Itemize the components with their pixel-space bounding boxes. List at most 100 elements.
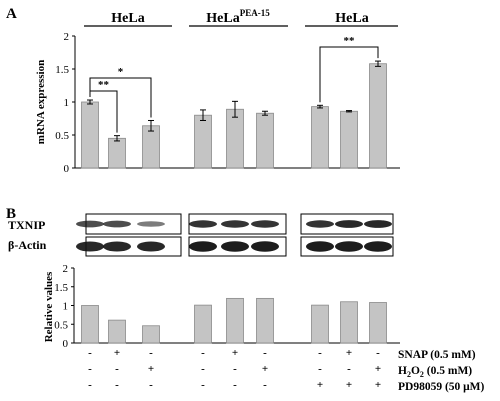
- condition-sign: -: [201, 379, 205, 391]
- panel-a-bar: [81, 101, 99, 169]
- blot-band: [221, 241, 249, 252]
- condition-label-h2o2: H2O2 (0.5 mM): [398, 365, 472, 379]
- panel-b-bar: [340, 301, 358, 344]
- blot-band: [364, 220, 392, 228]
- panel-b-bar: [226, 297, 244, 344]
- significance-label: **: [344, 35, 356, 47]
- panel-a-letter: A: [6, 6, 17, 22]
- panel-b-ytick-label: 1: [63, 301, 69, 313]
- western-blots: [76, 213, 394, 257]
- panel-a-bar: [226, 108, 244, 169]
- panel-b-bar: [108, 319, 126, 344]
- blot-band: [189, 241, 217, 252]
- condition-label-pd98059: PD98059 (50 μM): [398, 381, 485, 393]
- blot-band: [221, 220, 249, 228]
- condition-sign: -: [115, 363, 119, 375]
- panel-b-bar: [256, 297, 274, 344]
- panel-b-bar: [369, 302, 387, 344]
- panel-a-ytick-label: 1.5: [55, 64, 69, 76]
- group-title-1: HeLa: [111, 11, 144, 26]
- panel-a-bar: [108, 137, 126, 169]
- blot-band: [137, 221, 165, 227]
- blot-label-txnip: TXNIP: [8, 218, 45, 232]
- panel-a-bar: [340, 110, 358, 169]
- panel-a-bars: [81, 60, 387, 169]
- condition-sign: -: [318, 347, 322, 359]
- blot-band: [364, 241, 392, 252]
- condition-sign: +: [262, 363, 268, 375]
- panel-b-bar: [81, 305, 99, 344]
- h2o2-o: O: [411, 365, 420, 377]
- condition-sign: -: [115, 379, 119, 391]
- condition-sign: -: [201, 363, 205, 375]
- blot-band: [103, 220, 131, 228]
- blot-band: [137, 241, 165, 252]
- condition-sign: +: [317, 379, 323, 391]
- condition-sign: -: [88, 379, 92, 391]
- panel-a-bar: [311, 106, 329, 169]
- condition-sign: -: [263, 347, 267, 359]
- panel-a-ytick-label: 1: [64, 97, 70, 109]
- panel-b-ylabel: Relative values: [43, 271, 55, 342]
- condition-sign: -: [201, 347, 205, 359]
- panel-b-bar: [194, 304, 212, 344]
- significance-bracket: [319, 46, 379, 103]
- condition-sign: +: [148, 363, 154, 375]
- h2o2-sub1: 2: [407, 370, 411, 379]
- condition-sign: -: [88, 363, 92, 375]
- panel-b-letter: B: [6, 206, 16, 222]
- h2o2-suffix: (0.5 mM): [424, 365, 472, 377]
- group-title-2-sup: PEA-15: [240, 8, 270, 18]
- significance-label: **: [98, 79, 110, 91]
- panel-b-bar: [311, 304, 329, 344]
- condition-sign: -: [233, 379, 237, 391]
- panel-a-ytick-label: 2: [64, 31, 70, 43]
- blot-band: [76, 241, 104, 252]
- significance-bracket: [89, 77, 152, 118]
- condition-sign: +: [375, 363, 381, 375]
- panel-a-ytick-label: 0.5: [55, 130, 69, 142]
- blot-band: [251, 241, 279, 252]
- panel-b-ytick-label: 1.5: [54, 282, 68, 294]
- blot-band: [306, 220, 334, 228]
- group-title-2-main: HeLa: [206, 11, 239, 26]
- condition-sign: -: [149, 347, 153, 359]
- group-title-2: HeLaPEA-15: [206, 8, 270, 26]
- condition-sign: -: [263, 379, 267, 391]
- panel-b-ytick-label: 2: [63, 263, 69, 275]
- condition-sign: +: [375, 379, 381, 391]
- treatment-conditions: - + - - + - - + - - - + - - + - - + - - - - - - + + +: [88, 347, 381, 391]
- blot-band: [189, 220, 217, 228]
- panel-a-bar: [194, 114, 212, 169]
- blot-band: [335, 220, 363, 228]
- blot-band: [76, 220, 104, 228]
- group-title-3: HeLa: [335, 11, 368, 26]
- panel-a-bar: [369, 63, 387, 169]
- condition-sign: +: [346, 347, 352, 359]
- condition-sign: -: [149, 379, 153, 391]
- condition-sign: -: [88, 347, 92, 359]
- significance-label: *: [118, 66, 124, 78]
- blot-band: [335, 241, 363, 252]
- h2o2-h: H: [398, 365, 407, 377]
- condition-sign: +: [114, 347, 120, 359]
- condition-sign: -: [347, 363, 351, 375]
- condition-sign: +: [232, 347, 238, 359]
- panel-b-bars: [81, 297, 387, 344]
- condition-sign: +: [346, 379, 352, 391]
- panel-b-ytick-label: 0: [63, 338, 69, 350]
- h2o2-sub2: 2: [420, 370, 424, 379]
- panel-a-ylabel: mRNA expression: [35, 60, 47, 144]
- condition-label-snap: SNAP (0.5 mM): [398, 349, 476, 361]
- panel-b-ytick-label: 0.5: [54, 319, 68, 331]
- blot-band: [251, 220, 279, 228]
- condition-sign: -: [376, 347, 380, 359]
- panel-a-significance: *****: [89, 35, 379, 133]
- panel-a-ytick-label: 0: [64, 163, 70, 175]
- panel-b-bar: [142, 325, 160, 344]
- panel-a-bar: [142, 125, 160, 169]
- condition-sign: -: [318, 363, 322, 375]
- blot-band: [103, 241, 131, 252]
- blot-band: [306, 241, 334, 252]
